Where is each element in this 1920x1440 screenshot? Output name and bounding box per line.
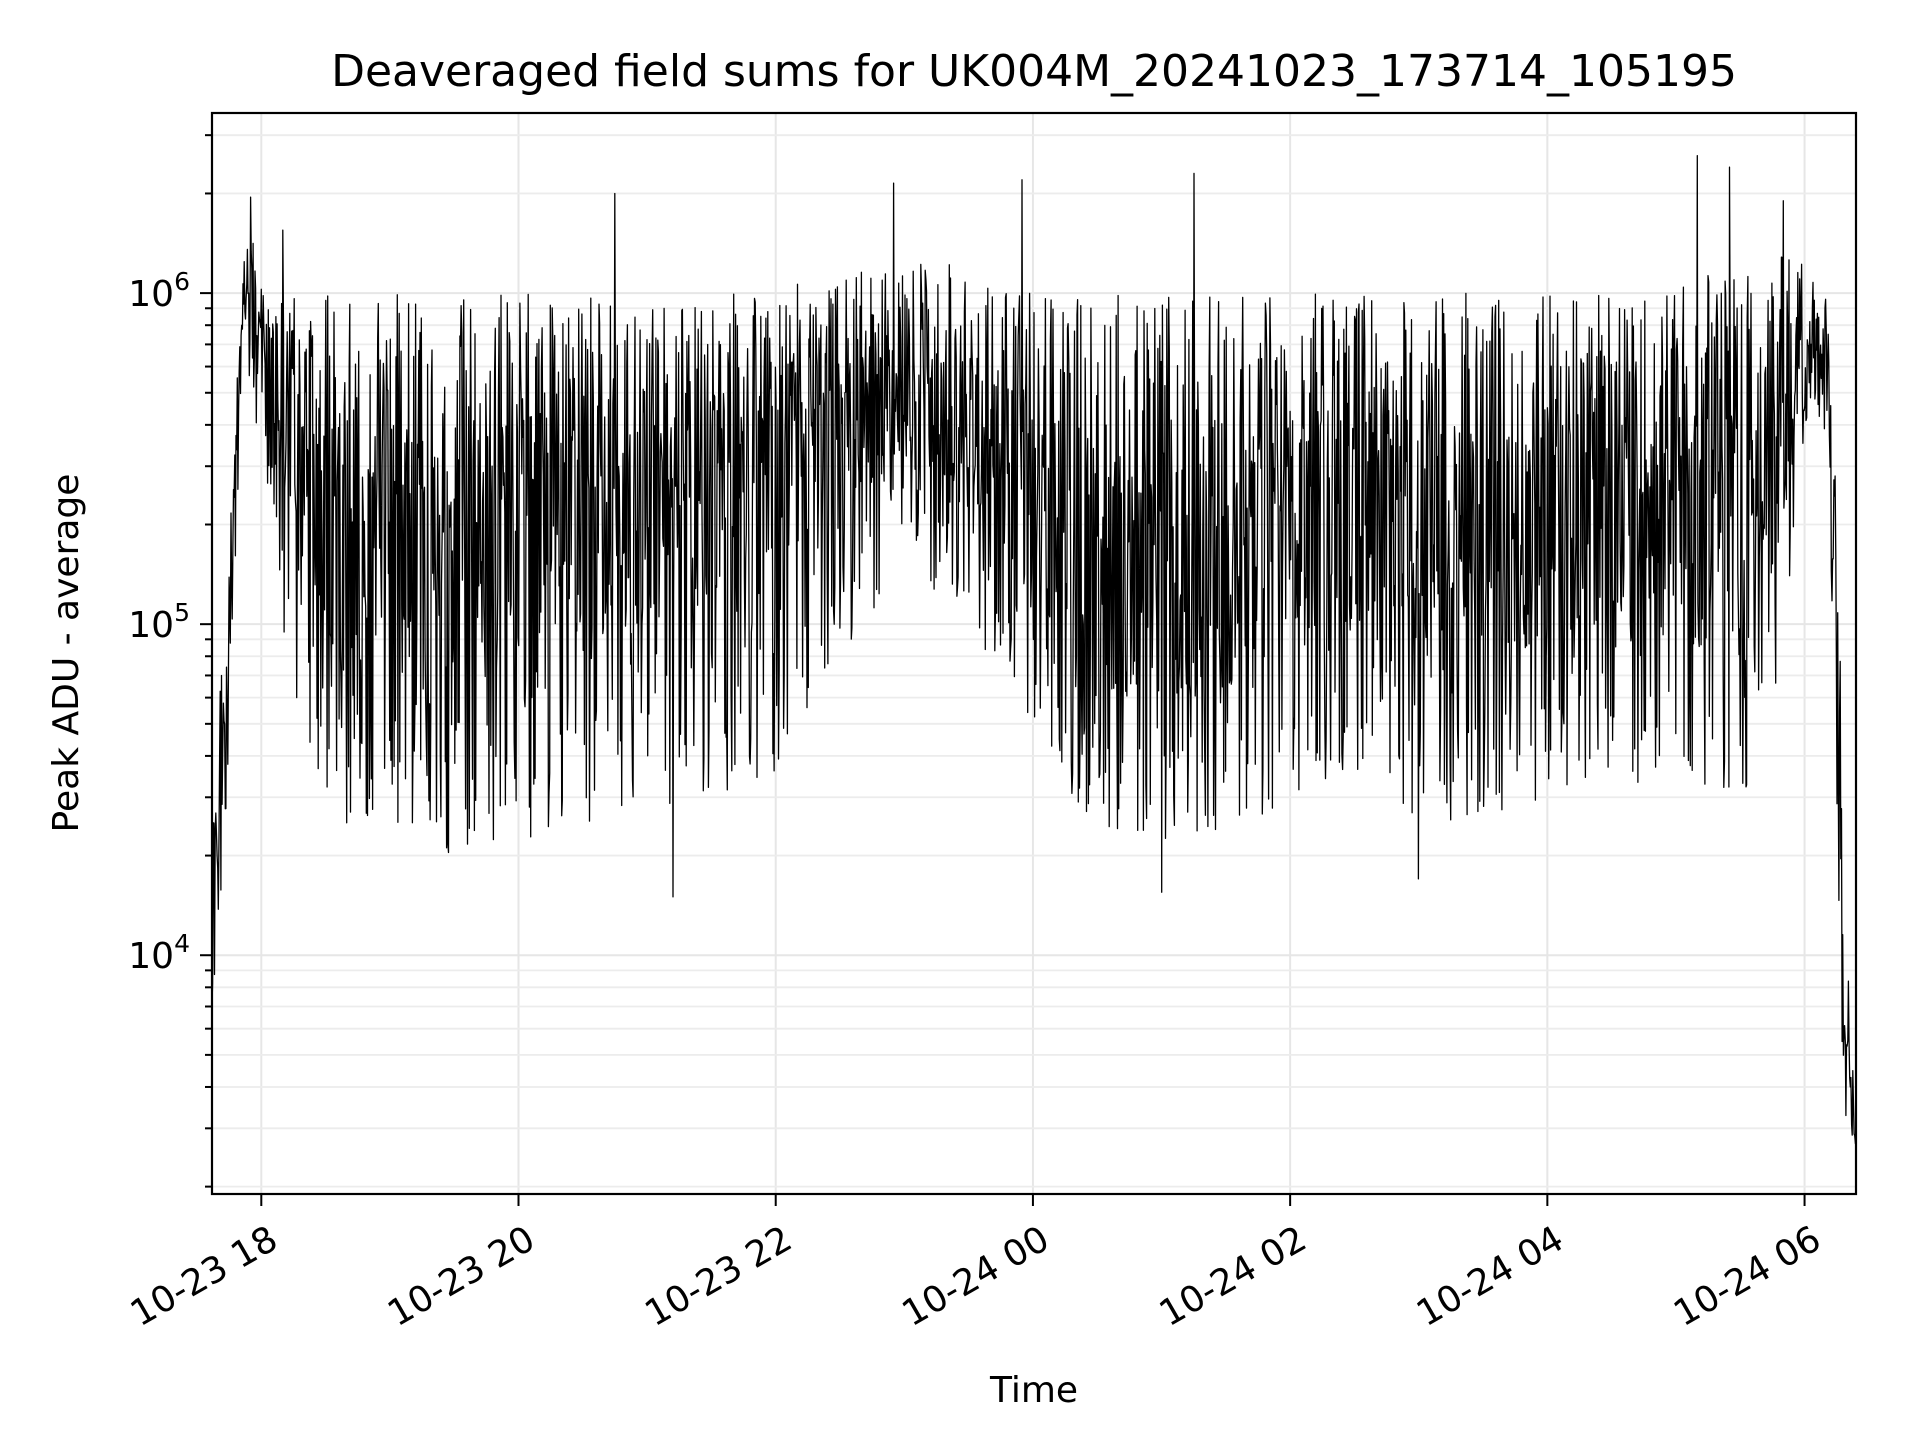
plot-area xyxy=(211,155,1857,1145)
plot-frame xyxy=(210,111,1858,1196)
y-axis-label: Peak ADU - average xyxy=(46,474,87,833)
y-tick-label: 104 xyxy=(128,929,190,977)
y-tick-label: 106 xyxy=(128,267,190,315)
x-axis-label: Time xyxy=(989,1370,1078,1411)
chart-title: Deaveraged field sums for UK004M_2024102… xyxy=(331,46,1737,97)
y-tick-label: 105 xyxy=(128,598,190,646)
series-line xyxy=(211,155,1857,1145)
